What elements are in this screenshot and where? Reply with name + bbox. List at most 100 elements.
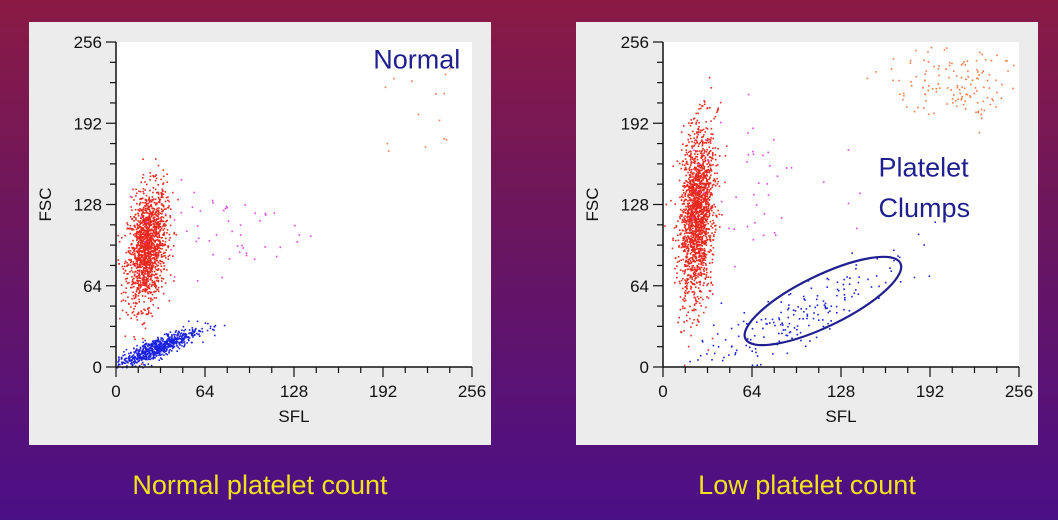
data-point [933, 65, 935, 68]
data-point [690, 246, 692, 248]
data-point [692, 180, 695, 182]
data-point [706, 191, 708, 194]
data-point [167, 196, 169, 198]
data-point [693, 197, 695, 200]
data-point [148, 264, 151, 266]
data-point [703, 149, 706, 151]
data-point [683, 208, 685, 211]
data-point [139, 281, 142, 284]
data-point [712, 151, 714, 154]
data-point [164, 347, 167, 350]
data-point [698, 220, 701, 222]
data-point [707, 160, 709, 162]
data-point [227, 220, 230, 222]
data-point [712, 164, 714, 166]
data-point [701, 239, 703, 241]
data-point [700, 220, 703, 223]
data-point [141, 254, 143, 257]
data-point [129, 259, 131, 261]
data-point [152, 243, 155, 245]
data-point [157, 340, 159, 343]
data-point [139, 290, 141, 293]
data-point [153, 282, 156, 285]
data-point [707, 165, 709, 168]
data-point [145, 278, 148, 280]
data-point [155, 158, 157, 160]
data-point [712, 344, 715, 347]
data-point [689, 217, 692, 219]
data-point [695, 170, 698, 173]
data-point [149, 250, 152, 253]
data-point [133, 347, 135, 350]
data-point [162, 234, 165, 236]
data-point [143, 218, 145, 220]
data-point [902, 98, 904, 101]
data-point [702, 182, 705, 185]
data-point [686, 210, 689, 213]
data-point [682, 189, 685, 192]
data-point [702, 164, 704, 166]
data-point [700, 257, 703, 260]
data-point [680, 259, 682, 261]
data-point [696, 153, 699, 156]
data-point [148, 206, 151, 208]
data-point [160, 343, 162, 346]
data-point [679, 217, 681, 220]
data-point [704, 177, 706, 179]
data-point [711, 186, 713, 188]
data-point [703, 207, 706, 209]
data-point [697, 185, 699, 187]
data-point [701, 144, 704, 147]
data-point [699, 243, 702, 246]
data-point [827, 278, 830, 281]
data-point [692, 214, 695, 217]
data-point [135, 294, 137, 296]
data-point [689, 124, 692, 127]
data-point [173, 342, 175, 345]
data-point [143, 363, 145, 366]
data-point [664, 225, 666, 227]
data-point [708, 212, 711, 215]
data-point [149, 356, 152, 358]
data-point [691, 140, 693, 143]
data-point [718, 213, 721, 216]
data-point [691, 213, 693, 215]
data-point [136, 236, 139, 238]
data-point [163, 234, 165, 236]
data-point [144, 255, 146, 257]
data-point [144, 209, 146, 211]
data-point [190, 332, 193, 334]
data-point [161, 242, 164, 245]
data-point [126, 282, 129, 285]
data-point [152, 211, 155, 213]
data-point [180, 179, 183, 181]
data-point [693, 248, 696, 250]
data-point [681, 229, 684, 231]
data-point [996, 91, 998, 94]
data-point [146, 261, 148, 264]
data-point [707, 207, 709, 210]
data-point [183, 334, 185, 336]
data-point [138, 349, 140, 352]
data-point [145, 260, 148, 263]
data-point [687, 237, 690, 239]
data-point [682, 242, 684, 244]
data-point [145, 265, 147, 267]
data-point [690, 334, 692, 337]
data-point [698, 241, 701, 243]
data-point [696, 252, 699, 255]
data-point [139, 233, 141, 235]
data-point [991, 98, 993, 100]
data-point [698, 297, 700, 300]
y-tick-label: 128 [621, 196, 649, 215]
data-point [151, 315, 154, 318]
data-point [149, 347, 152, 349]
chart-panel-normal: 0 64 128 192 256 0 64 128 192 256 SFL FSC Normal [29, 22, 491, 445]
data-point [688, 154, 691, 157]
data-point [717, 108, 719, 111]
data-point [170, 345, 172, 348]
data-point [691, 230, 694, 233]
data-point [710, 133, 712, 135]
data-point [704, 101, 706, 103]
data-point [800, 339, 802, 342]
